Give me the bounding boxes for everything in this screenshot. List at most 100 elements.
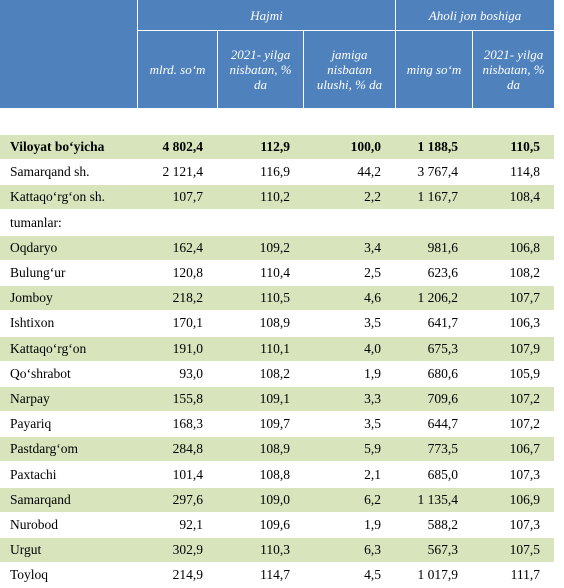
cell-value: 44,2 xyxy=(357,164,381,180)
cell-value: 106,3 xyxy=(509,315,540,331)
cell-value: 110,5 xyxy=(260,290,290,306)
cell-value: 162,4 xyxy=(172,239,203,255)
cell-value: 623,6 xyxy=(427,265,458,280)
cell-value: 6,3 xyxy=(364,542,381,558)
cell-value: 1 135,4 xyxy=(417,491,459,507)
cell-value: 111,7 xyxy=(510,567,540,583)
table-row: Payariq 168,3 109,7 3,5 644,7 107,2 xyxy=(0,412,554,436)
column-header: mlrd. so‘m xyxy=(138,31,217,108)
table-row: tumanlar: xyxy=(0,211,554,235)
row-label: Narpay xyxy=(10,391,50,406)
table-row: Samarqand sh. 2 121,4 116,9 44,2 3 767,4 114,… xyxy=(0,160,554,184)
row-label: Viloyat bo‘yicha xyxy=(10,139,105,154)
cell-value: 680,6 xyxy=(427,365,458,381)
cell-value: 6,2 xyxy=(364,491,381,507)
row-label: Bulung‘ur xyxy=(10,265,66,280)
cell-value: 3 767,4 xyxy=(417,164,459,180)
cell-value: 109,0 xyxy=(259,491,290,507)
row-label: Kattaqo‘rg‘on sh. xyxy=(10,189,105,205)
cell-value: 1,9 xyxy=(364,517,381,532)
table-row: Qo‘shrabot 93,0 108,2 1,9 680,6 105,9 xyxy=(0,362,554,386)
group-header: Aholi jon boshiga xyxy=(396,0,554,30)
cell-value: 4 802,4 xyxy=(162,139,204,154)
cell-value: 2,2 xyxy=(364,189,381,205)
cell-value: 168,3 xyxy=(172,416,203,432)
cell-value: 214,9 xyxy=(172,567,203,583)
cell-value: 110,4 xyxy=(260,265,290,280)
cell-value: 106,7 xyxy=(509,441,540,457)
cell-value: 109,2 xyxy=(259,239,290,255)
cell-value: 641,7 xyxy=(427,315,458,331)
cell-value: 3,5 xyxy=(364,416,381,432)
cell-value: 107,3 xyxy=(509,466,540,482)
cell-value: 108,2 xyxy=(509,265,540,280)
cell-value: 92,1 xyxy=(179,517,203,532)
cell-value: 675,3 xyxy=(427,340,458,356)
row-label: Samarqand xyxy=(10,491,71,507)
cell-value: 108,4 xyxy=(509,189,540,205)
cell-value: 297,6 xyxy=(172,491,203,507)
cell-value: 110,2 xyxy=(260,189,290,205)
cell-value: 2 121,4 xyxy=(162,164,204,180)
cell-value: 110,1 xyxy=(260,340,290,356)
cell-value: 108,2 xyxy=(259,365,290,381)
cell-value: 3,5 xyxy=(364,315,381,331)
cell-value: 2,1 xyxy=(364,466,381,482)
table-row: Urgut 302,9 110,3 6,3 567,3 107,5 xyxy=(0,538,554,563)
cell-value: 4,5 xyxy=(364,567,381,583)
table-row: Oqdaryo 162,4 109,2 3,4 981,6 106,8 xyxy=(0,235,554,260)
cell-value: 108,8 xyxy=(259,466,290,482)
table-row: Toyloq 214,9 114,7 4,5 1 017,9 111,7 xyxy=(0,563,554,587)
cell-value: 107,5 xyxy=(509,542,540,558)
cell-value: 4,6 xyxy=(364,290,381,306)
row-label: Qo‘shrabot xyxy=(10,365,71,381)
cell-value: 107,2 xyxy=(509,391,540,406)
cell-value: 107,2 xyxy=(509,416,540,432)
cell-value: 120,8 xyxy=(172,265,203,280)
cell-value: 1 017,9 xyxy=(417,567,459,583)
cell-value: 109,1 xyxy=(259,391,290,406)
row-label: Pastdarg‘om xyxy=(10,441,78,457)
cell-value: 1 188,5 xyxy=(417,139,459,154)
cell-value: 110,3 xyxy=(260,542,290,558)
cell-value: 107,7 xyxy=(509,290,540,306)
cell-value: 218,2 xyxy=(172,290,203,306)
cell-value: 302,9 xyxy=(172,542,203,558)
cell-value: 981,6 xyxy=(427,239,458,255)
cell-value: 109,7 xyxy=(259,416,290,432)
row-label: tumanlar: xyxy=(10,214,62,230)
cell-value: 567,3 xyxy=(427,542,458,558)
row-label: Kattaqo‘rg‘on xyxy=(10,340,87,356)
table-row: Paxtachi 101,4 108,8 2,1 685,0 107,3 xyxy=(0,463,554,487)
cell-value: 93,0 xyxy=(179,365,203,381)
row-label: Urgut xyxy=(10,542,42,558)
row-label: Jomboy xyxy=(10,290,53,306)
cell-value: 685,0 xyxy=(427,466,458,482)
row-label: Samarqand sh. xyxy=(10,164,90,180)
column-header: ming so‘m xyxy=(396,31,472,108)
table-row: Bulung‘ur 120,8 110,4 2,5 623,6 108,2 xyxy=(0,261,554,285)
cell-value: 155,8 xyxy=(172,391,203,406)
cell-value: 170,1 xyxy=(172,315,203,331)
cell-value: 107,9 xyxy=(509,340,540,356)
cell-value: 1,9 xyxy=(364,365,381,381)
cell-value: 191,0 xyxy=(172,340,203,356)
row-label: Ishtixon xyxy=(10,315,55,331)
cell-value: 106,8 xyxy=(509,239,540,255)
cell-value: 284,8 xyxy=(172,441,203,457)
cell-value: 107,3 xyxy=(509,517,540,532)
table-row: Jomboy 218,2 110,5 4,6 1 206,2 107,7 xyxy=(0,286,554,311)
cell-value: 1 167,7 xyxy=(417,189,459,205)
row-label: Paxtachi xyxy=(10,466,57,482)
column-header: 2021- yilga nisbatan, % da xyxy=(218,31,303,108)
cell-value: 114,8 xyxy=(510,164,540,180)
cell-value: 100,0 xyxy=(350,139,381,154)
cell-value: 112,9 xyxy=(260,139,290,154)
row-label: Oqdaryo xyxy=(10,239,58,255)
table-row: Viloyat bo‘yicha 4 802,4 112,9 100,0 1 188,5… xyxy=(0,135,554,159)
cell-value: 101,4 xyxy=(172,466,203,482)
column-header: jamiga nisbatan ulushi, % da xyxy=(304,31,395,108)
cell-value: 110,5 xyxy=(510,139,540,154)
table-row: Nurobod 92,1 109,6 1,9 588,2 107,3 xyxy=(0,513,554,537)
